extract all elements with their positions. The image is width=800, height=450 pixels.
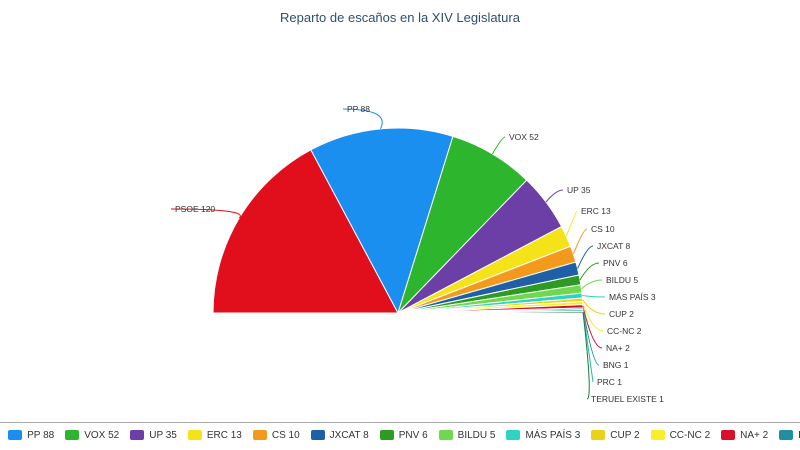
legend-label: BNG 1 bbox=[798, 430, 800, 441]
legend-label: VOX 52 bbox=[84, 429, 120, 441]
slice-label: ERC 13 bbox=[581, 206, 611, 216]
slice-label: JXCAT 8 bbox=[597, 241, 630, 251]
legend-item[interactable]: UP 35 bbox=[130, 430, 177, 441]
legend-swatch bbox=[65, 430, 80, 440]
semicircle-pie-chart: PSOE 120 PP 88 VOX 52 UP 35 ERC 13 CS 10 JXCAT… bbox=[170, 104, 664, 404]
connector-line bbox=[582, 302, 604, 332]
connector-line bbox=[342, 108, 383, 130]
connector-line bbox=[579, 262, 600, 281]
connector-line bbox=[582, 312, 590, 400]
legend-swatch bbox=[8, 430, 23, 440]
legend-item[interactable]: BNG 1 bbox=[779, 430, 800, 441]
slice-label: MÁS PAÍS 3 bbox=[609, 292, 656, 302]
slice-label: NA+ 2 bbox=[606, 343, 630, 353]
legend-item[interactable]: CC-NC 2 bbox=[650, 429, 711, 441]
legend-swatch bbox=[591, 430, 606, 440]
connector-line bbox=[582, 299, 606, 315]
slice-label: CUP 2 bbox=[609, 309, 634, 319]
legend-label: PNV 6 bbox=[398, 429, 428, 441]
legend-item[interactable]: VOX 52 bbox=[65, 430, 119, 441]
legend-swatch bbox=[130, 430, 145, 440]
legend-swatch bbox=[650, 430, 665, 440]
connector-line bbox=[582, 308, 600, 366]
slice-label: UP 35 bbox=[567, 185, 591, 195]
connector-line bbox=[170, 208, 241, 219]
legend-swatch bbox=[310, 430, 325, 440]
slice-label: PP 88 bbox=[347, 104, 370, 114]
connector-line bbox=[572, 228, 588, 255]
legend-item[interactable]: JXCAT 8 bbox=[310, 429, 369, 441]
legend-item[interactable]: ERC 13 bbox=[187, 429, 242, 441]
connector-line bbox=[491, 136, 506, 155]
legend-swatch bbox=[721, 430, 736, 440]
legend-swatch bbox=[506, 430, 521, 440]
legend-item[interactable]: NA+ 2 bbox=[721, 430, 768, 441]
slice-label: TERUEL EXISTE 1 bbox=[591, 394, 664, 404]
slice-label: CS 10 bbox=[591, 224, 615, 234]
legend-label: UP 35 bbox=[149, 429, 177, 441]
pie-slice-pp[interactable] bbox=[310, 127, 454, 315]
legend-swatch bbox=[379, 430, 394, 440]
legend-swatch bbox=[187, 430, 202, 440]
slice-label: PSOE 120 bbox=[175, 204, 215, 214]
legend-label: BILDU 5 bbox=[457, 429, 496, 441]
legend-item[interactable]: PP 88 bbox=[8, 430, 54, 441]
legend-label: PP 88 bbox=[27, 429, 55, 441]
slice-label: BILDU 5 bbox=[606, 275, 638, 285]
slice-label: VOX 52 bbox=[509, 132, 539, 142]
slice-label: PNV 6 bbox=[603, 258, 628, 268]
connector-line bbox=[577, 245, 594, 269]
legend-label: CS 10 bbox=[271, 429, 300, 441]
legend-item[interactable]: CS 10 bbox=[252, 429, 300, 441]
legend-item[interactable]: PNV 6 bbox=[379, 429, 428, 441]
legend-item[interactable]: CUP 2 bbox=[591, 429, 640, 441]
legend-swatch bbox=[438, 430, 453, 440]
connector-line bbox=[582, 295, 606, 298]
legend-item[interactable]: MÁS PAÍS 3 bbox=[506, 430, 580, 441]
connector-line bbox=[582, 306, 603, 349]
legend-label: ERC 13 bbox=[206, 429, 242, 441]
slice-label: PRC 1 bbox=[597, 377, 622, 387]
slice-label: CC-NC 2 bbox=[607, 326, 642, 336]
legend-label: MÁS PAÍS 3 bbox=[525, 429, 581, 441]
legend-label: CC-NC 2 bbox=[669, 429, 711, 441]
legend-label: NA+ 2 bbox=[740, 429, 769, 441]
legend-label: CUP 2 bbox=[610, 429, 640, 441]
legend-item[interactable]: BILDU 5 bbox=[438, 429, 496, 441]
connector-line bbox=[582, 310, 594, 383]
connector-line bbox=[545, 189, 564, 203]
legend-swatch bbox=[779, 430, 794, 440]
legend-swatch bbox=[252, 430, 267, 440]
chart-title: Reparto de escaños en la XIV Legislatura bbox=[280, 10, 520, 25]
legend-label: JXCAT 8 bbox=[329, 429, 369, 441]
slice-label: BNG 1 bbox=[603, 360, 629, 370]
connector-line bbox=[581, 279, 603, 290]
connector-line bbox=[565, 210, 578, 237]
